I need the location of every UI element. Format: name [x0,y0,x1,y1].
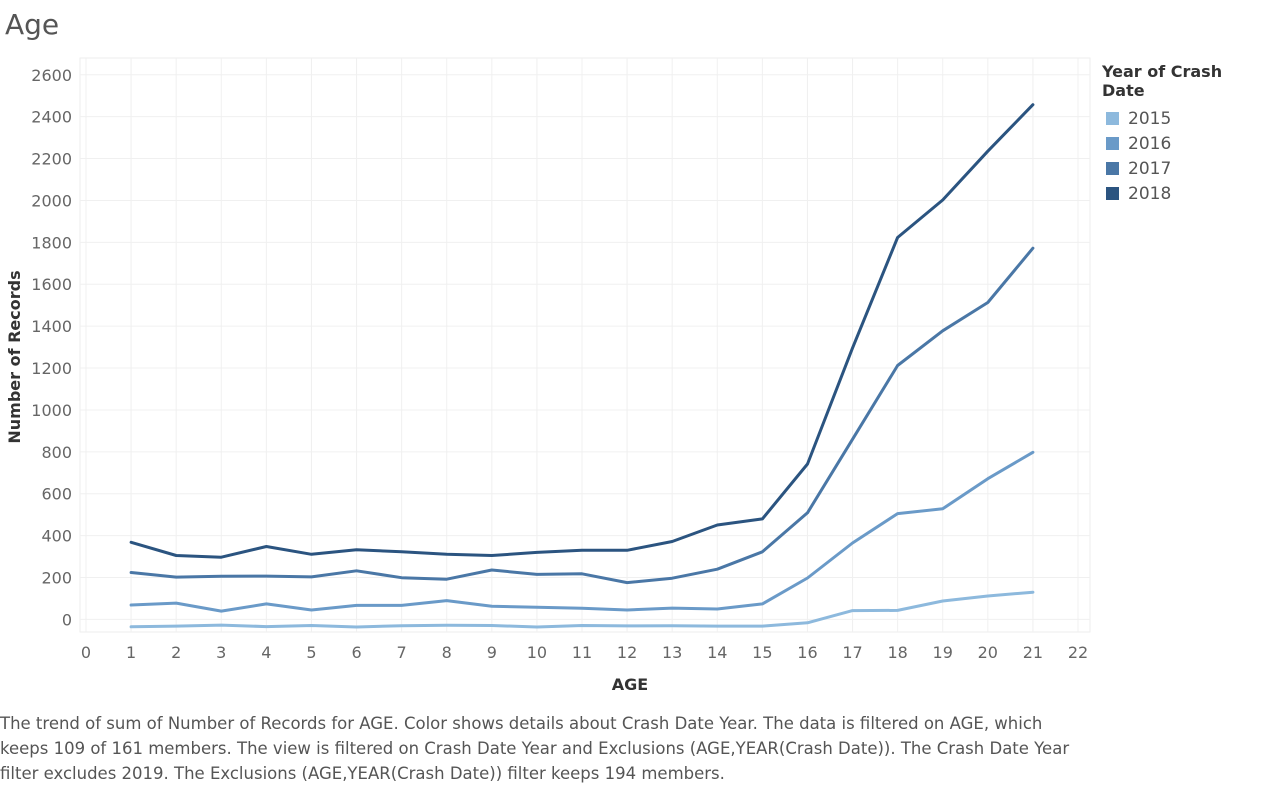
line-chart: 0 1 2 3 4 5 6 7 8 9 10 11 12 13 14 15 16 17 18 19 20 21 220200… [5,57,1091,694]
chart-caption: The trend of sum of Number of Records fo… [0,714,1070,783]
x-tick-label: 1 [126,643,136,662]
y-tick-label: 2400 [31,108,72,127]
x-axis-title: AGE [612,675,648,694]
x-tick-label: 8 [442,643,452,662]
x-tick-label: 20 [978,643,998,662]
legend: Year of Crash Date 2015 2016 2017 2018 [1102,62,1263,206]
y-tick-label: 800 [41,443,72,462]
legend-swatch [1106,137,1119,150]
x-tick-label: 9 [487,643,497,662]
page-title: Age [5,8,60,41]
y-tick-label: 1400 [31,317,72,336]
legend-item-2018[interactable]: 2018 [1102,181,1263,206]
x-tick-label: 17 [842,643,862,662]
y-tick-label: 1200 [31,359,72,378]
legend-item-2016[interactable]: 2016 [1102,131,1263,156]
x-tick-label: 11 [572,643,592,662]
x-tick-label: 2 [171,643,181,662]
y-tick-label: 600 [41,485,72,504]
x-tick-label: 0 [81,643,91,662]
plot-area [79,57,1091,633]
series-line-2016 [129,450,1035,613]
y-tick-label: 0 [62,610,72,629]
y-tick-label: 400 [41,527,72,546]
x-tick-label: 14 [707,643,727,662]
y-tick-label: 2600 [31,66,72,85]
y-tick-label: 200 [41,569,72,588]
series-line-2017 [129,246,1035,585]
y-tick-label: 1600 [31,275,72,294]
x-tick-label: 18 [887,643,907,662]
x-tick-label: 3 [216,643,226,662]
y-tick-label: 2000 [31,191,72,210]
x-tick-label: 6 [351,643,361,662]
legend-item-2017[interactable]: 2017 [1102,156,1263,181]
x-tick-label: 4 [261,643,271,662]
y-tick-label: 1800 [31,233,72,252]
y-tick-label: 1000 [31,401,72,420]
y-axis-title: Number of Records [5,270,24,443]
x-tick-label: 22 [1068,643,1088,662]
legend-swatch [1106,112,1119,125]
legend-item-2015[interactable]: 2015 [1102,106,1263,131]
x-tick-label: 16 [797,643,817,662]
series-line-2018 [129,103,1035,559]
x-tick-label: 13 [662,643,682,662]
legend-label: 2016 [1128,133,1172,154]
x-tick-label: 15 [752,643,772,662]
x-tick-label: 12 [617,643,637,662]
legend-label: 2015 [1128,108,1172,129]
x-tick-label: 10 [527,643,547,662]
legend-label: 2017 [1128,158,1172,179]
legend-swatch [1106,162,1119,175]
legend-swatch [1106,187,1119,200]
legend-label: 2018 [1128,183,1172,204]
x-tick-label: 7 [397,643,407,662]
x-tick-label: 19 [933,643,953,662]
x-tick-label: 5 [306,643,316,662]
series-line-2015 [129,590,1035,629]
x-tick-label: 21 [1023,643,1043,662]
y-tick-label: 2200 [31,150,72,169]
legend-title: Year of Crash Date [1102,62,1223,100]
